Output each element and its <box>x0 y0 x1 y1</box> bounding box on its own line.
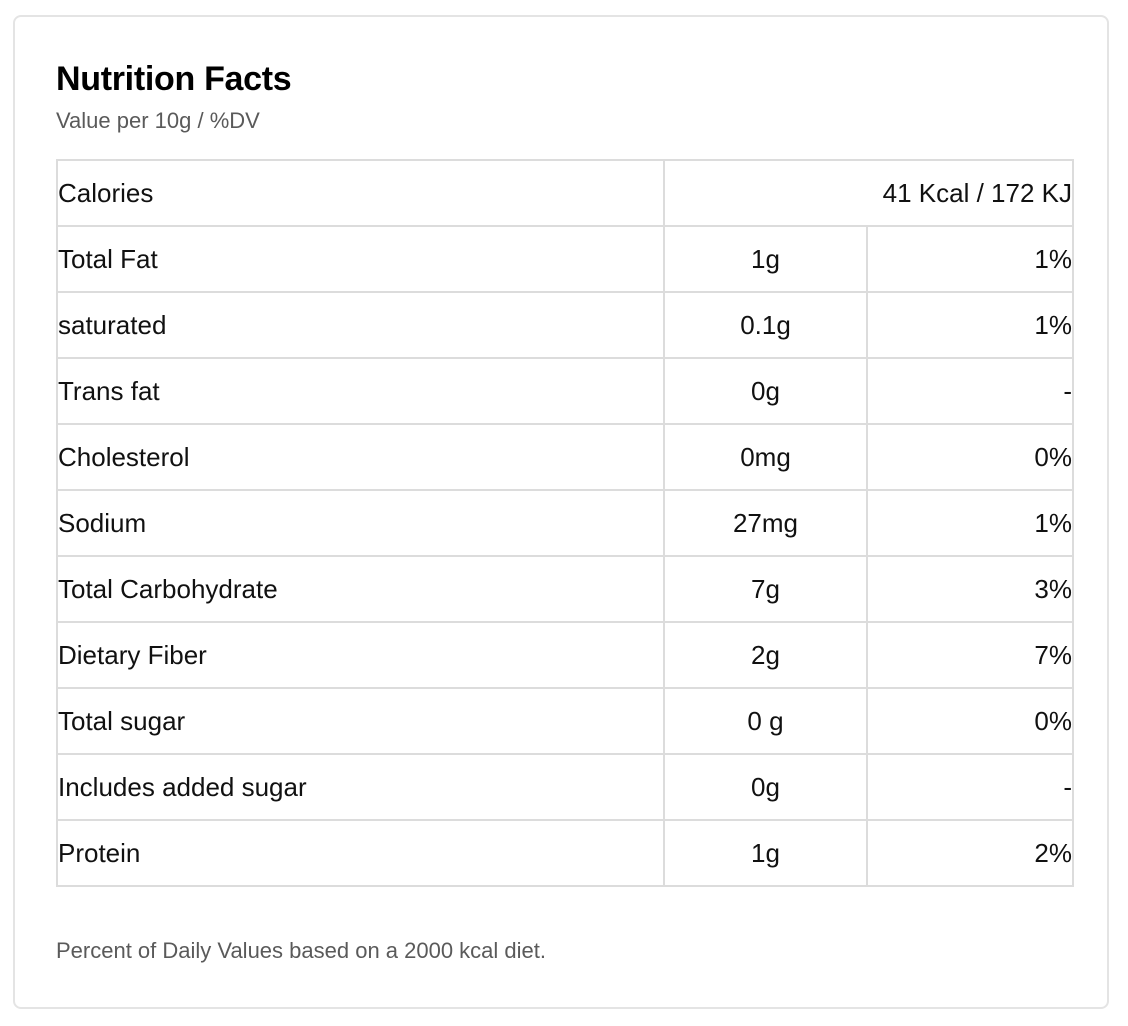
nutrition-card: Nutrition Facts Value per 10g / %DV Calo… <box>13 15 1109 1009</box>
nutrient-name: Sodium <box>56 489 665 557</box>
nutrient-name: Total Carbohydrate <box>56 555 665 623</box>
nutrient-amount: 1g <box>663 225 868 293</box>
nutrient-name: Total sugar <box>56 687 665 755</box>
nutrient-name: Protein <box>56 819 665 887</box>
table-row: Total Carbohydrate 7g 3% <box>56 555 1074 623</box>
table-row: Trans fat 0g - <box>56 357 1074 425</box>
table-row: Includes added sugar 0g - <box>56 753 1074 821</box>
table-row: Total Fat 1g 1% <box>56 225 1074 293</box>
nutrient-name: Includes added sugar <box>56 753 665 821</box>
nutrient-name: Trans fat <box>56 357 665 425</box>
nutrient-amount: 0mg <box>663 423 868 491</box>
table-row: Cholesterol 0mg 0% <box>56 423 1074 491</box>
nutrient-name: saturated <box>56 291 665 359</box>
nutrient-daily-value: 1% <box>866 225 1074 293</box>
nutrient-daily-value: 0% <box>866 687 1074 755</box>
table-row: Total sugar 0 g 0% <box>56 687 1074 755</box>
calories-row: Calories 41 Kcal / 172 KJ <box>56 159 1074 227</box>
daily-value-footnote: Percent of Daily Values based on a 2000 … <box>56 938 547 963</box>
nutrient-amount: 0.1g <box>663 291 868 359</box>
nutrient-amount: 2g <box>663 621 868 689</box>
table-row: saturated 0.1g 1% <box>56 291 1074 359</box>
nutrient-daily-value: 3% <box>866 555 1074 623</box>
nutrient-daily-value: 7% <box>866 621 1074 689</box>
nutrient-amount: 0g <box>663 753 868 821</box>
nutrient-daily-value: - <box>866 753 1074 821</box>
nutrient-daily-value: - <box>866 357 1074 425</box>
nutrient-name: Dietary Fiber <box>56 621 665 689</box>
nutrient-name: Total Fat <box>56 225 665 293</box>
nutrient-daily-value: 2% <box>866 819 1074 887</box>
table-row: Dietary Fiber 2g 7% <box>56 621 1074 689</box>
nutrition-title: Nutrition Facts <box>56 60 292 98</box>
nutrient-amount: 7g <box>663 555 868 623</box>
serving-subtitle: Value per 10g / %DV <box>56 108 260 133</box>
nutrient-amount: 1g <box>663 819 868 887</box>
nutrient-daily-value: 1% <box>866 489 1074 557</box>
table-row: Protein 1g 2% <box>56 819 1074 887</box>
nutrient-daily-value: 1% <box>866 291 1074 359</box>
nutrition-table: Calories 41 Kcal / 172 KJ Total Fat 1g 1… <box>56 159 1074 887</box>
nutrient-amount: 0g <box>663 357 868 425</box>
nutrient-daily-value: 0% <box>866 423 1074 491</box>
nutrient-amount: 0 g <box>663 687 868 755</box>
calories-value: 41 Kcal / 172 KJ <box>663 159 1074 227</box>
nutrient-name: Cholesterol <box>56 423 665 491</box>
table-row: Sodium 27mg 1% <box>56 489 1074 557</box>
nutrient-amount: 27mg <box>663 489 868 557</box>
calories-label: Calories <box>56 159 665 227</box>
